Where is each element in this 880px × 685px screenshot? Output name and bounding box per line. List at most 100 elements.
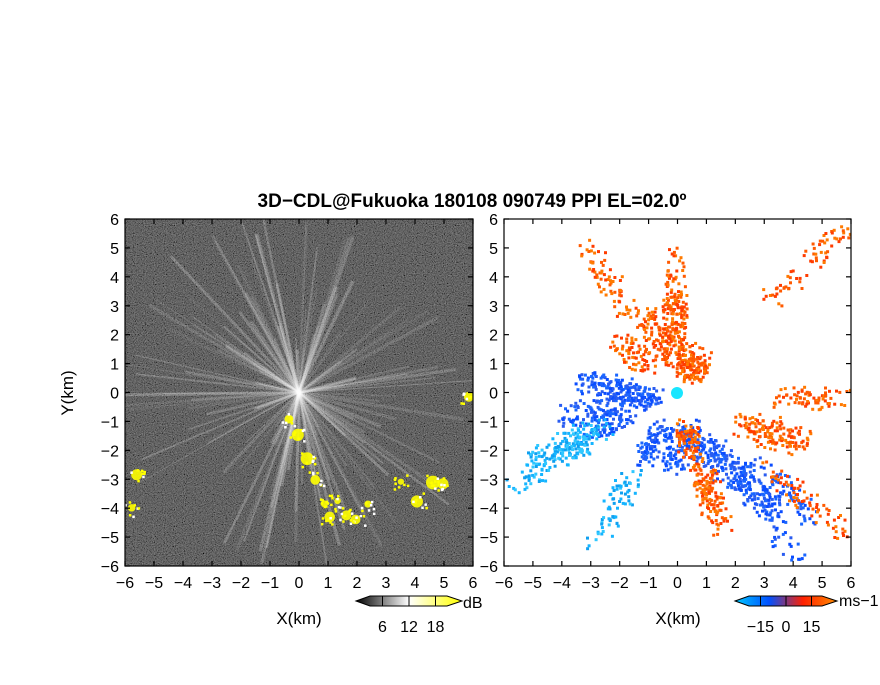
velocity-echo-receding-north <box>595 273 598 276</box>
velocity-echo-approaching-southwest <box>627 495 630 498</box>
velocity-echo-approaching-west <box>597 392 600 395</box>
velocity-echo-receding-north <box>701 347 704 350</box>
velocity-echo-receding-east <box>755 425 758 428</box>
velocity-echo-receding-north <box>653 340 656 343</box>
reflectivity-echo-band <box>303 440 306 443</box>
velocity-echo-approaching-west <box>658 397 661 400</box>
velocity-echo-approaching-southwest <box>529 482 532 485</box>
velocity-echo-receding-east <box>812 397 815 400</box>
velocity-echo-receding-north <box>833 237 836 240</box>
velocity-echo-receding-north <box>683 265 686 268</box>
velocity-echo-receding-north <box>654 358 657 361</box>
velocity-echo-approaching-southwest <box>586 450 589 453</box>
velocity-echo-approaching-west <box>657 402 660 405</box>
velocity-echo-approaching-southwest <box>613 489 616 492</box>
chart-title: 3D−CDL@Fukuoka 180108 090749 PPI EL=02.0… <box>258 191 687 212</box>
velocity-echo-approaching-west <box>559 404 562 407</box>
x-tick-label: −4 <box>174 575 192 592</box>
velocity-echo-approaching-south <box>767 502 770 505</box>
reflectivity-echo-cluster-east <box>462 393 465 396</box>
velocity-echo-receding-east <box>746 436 749 439</box>
velocity-echo-receding-south <box>696 426 699 429</box>
velocity-echo-receding-north <box>846 227 849 230</box>
velocity-echo-approaching-south <box>649 436 652 439</box>
velocity-echo-receding-east <box>794 504 797 507</box>
velocity-echo-approaching-southwest <box>625 484 628 487</box>
velocity-echo-approaching-southwest <box>535 456 538 459</box>
velocity-echo-approaching-south <box>648 460 651 463</box>
velocity-echo-receding-east <box>784 387 787 390</box>
velocity-echo-receding-east <box>793 393 796 396</box>
velocity-echo-receding-east <box>806 400 809 403</box>
reflectivity-echo-band <box>322 499 325 502</box>
velocity-echo-receding-south <box>712 481 715 484</box>
velocity-echo-approaching-southwest <box>637 479 640 482</box>
y-tick-label: 3 <box>489 299 498 316</box>
velocity-echo-receding-south <box>692 466 695 469</box>
velocity-echo-receding-north <box>685 303 688 306</box>
velocity-echo-receding-north <box>688 378 691 381</box>
reflectivity-echo-cluster-south <box>371 501 374 504</box>
velocity-echo-receding-north <box>676 247 679 250</box>
velocity-echo-receding-east <box>737 435 740 438</box>
x-tick-label: 1 <box>324 575 333 592</box>
velocity-echo-receding-east <box>818 397 821 400</box>
velocity-echo-receding-east <box>802 440 805 443</box>
velocity-echo-receding-east <box>828 405 831 408</box>
velocity-echo-receding-south <box>697 465 700 468</box>
reflectivity-echo-cluster-south <box>361 510 364 513</box>
velocity-echo-receding-north <box>686 363 689 366</box>
velocity-echo-receding-north <box>665 318 668 321</box>
velocity-echo-approaching-west <box>644 386 647 389</box>
velocity-echo-receding-north <box>621 348 624 351</box>
velocity-echo-receding-east <box>774 449 777 452</box>
velocity-echo-receding-north <box>590 261 593 264</box>
reflectivity-echo-cluster-south <box>342 507 345 510</box>
velocity-echo-receding-south <box>722 518 725 521</box>
velocity-echo-receding-north <box>813 247 816 250</box>
velocity-echo-approaching-south <box>771 540 774 543</box>
velocity-echo-approaching-southwest <box>611 498 614 501</box>
velocity-echo-approaching-south <box>741 466 744 469</box>
velocity-echo-receding-north <box>804 250 807 253</box>
reflectivity-echo-cluster-south <box>364 524 367 527</box>
velocity-echo-approaching-south <box>803 554 806 557</box>
velocity-echo-approaching-south <box>656 420 659 423</box>
velocity-echo-receding-east <box>819 515 822 518</box>
velocity-echo-approaching-southwest <box>620 492 623 495</box>
velocity-echo-approaching-south <box>738 475 741 478</box>
velocity-echo-approaching-southwest <box>514 488 517 491</box>
velocity-echo-receding-south <box>722 497 725 500</box>
velocity-echo-approaching-southwest <box>529 469 532 472</box>
velocity-echo-approaching-south <box>761 501 764 504</box>
velocity-echo-receding-north <box>677 282 680 285</box>
velocity-echo-approaching-south <box>738 467 741 470</box>
velocity-echo-receding-north <box>644 320 647 323</box>
velocity-echo-receding-north <box>684 285 687 288</box>
velocity-echo-receding-east <box>778 395 781 398</box>
velocity-echo-approaching-southwest <box>564 448 567 451</box>
velocity-echo-approaching-south <box>756 511 759 514</box>
velocity-echo-receding-east <box>798 445 801 448</box>
velocity-echo-approaching-southwest <box>582 454 585 457</box>
velocity-echo-receding-south <box>695 431 698 434</box>
velocity-echo-receding-north <box>674 298 677 301</box>
velocity-echo-receding-east <box>772 475 775 478</box>
velocity-echo-receding-east <box>816 494 819 497</box>
velocity-echo-approaching-southwest <box>556 446 559 449</box>
reflectivity-echo-cluster-south <box>339 506 342 509</box>
velocity-echo-receding-east <box>782 396 785 399</box>
y-tick-label: 4 <box>110 270 119 287</box>
velocity-echo-receding-south <box>703 492 706 495</box>
velocity-echo-receding-east <box>750 430 753 433</box>
velocity-echo-approaching-south <box>667 468 670 471</box>
velocity-echo-approaching-south <box>703 444 706 447</box>
reflectivity-echo-cluster-south <box>437 489 440 492</box>
velocity-echo-approaching-southwest <box>526 464 529 467</box>
x-tick-label: −2 <box>232 575 250 592</box>
velocity-echo-receding-east <box>797 432 800 435</box>
velocity-xlabel: X(km) <box>655 609 700 628</box>
velocity-echo-receding-south <box>689 449 692 452</box>
velocity-echo-approaching-southwest <box>561 454 564 457</box>
velocity-echo-receding-north <box>779 290 782 293</box>
